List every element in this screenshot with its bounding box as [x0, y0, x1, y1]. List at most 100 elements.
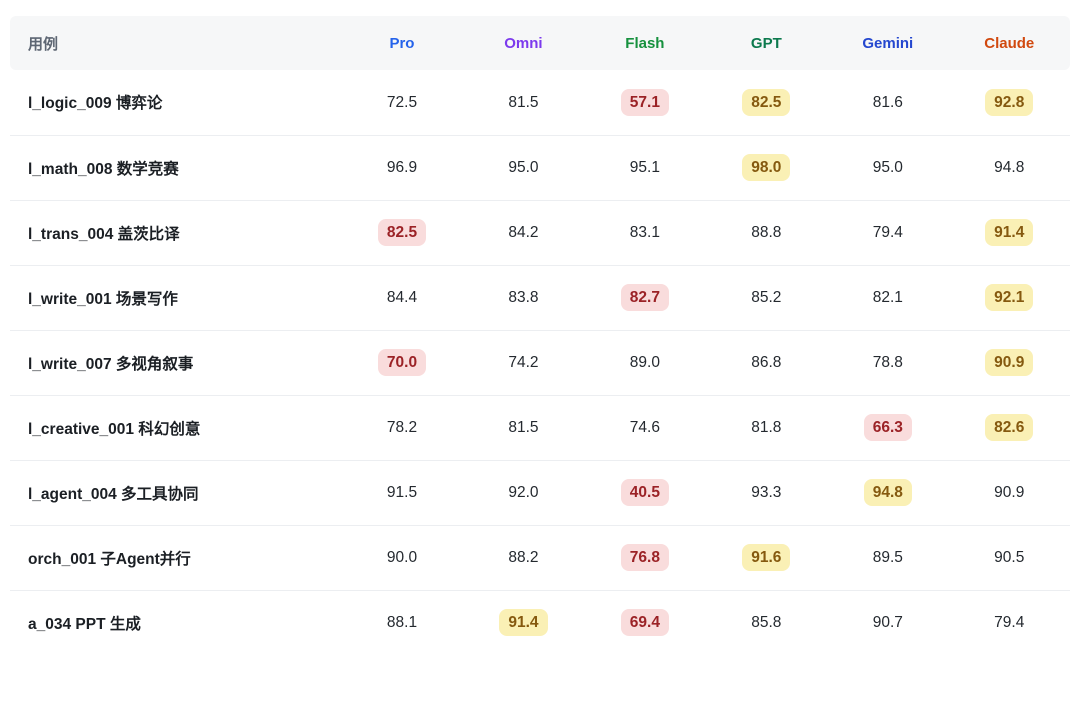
score-cell: 91.4	[463, 590, 584, 655]
score-cell: 95.0	[463, 135, 584, 200]
score-cell: 88.8	[706, 200, 827, 265]
score-cell: 40.5	[584, 460, 705, 525]
score-value: 82.7	[620, 283, 669, 312]
table-row: l_math_008 数学竞赛 96.9 95.0 95.1 98.0 95.0 94.8	[10, 135, 1070, 200]
score-cell: 79.4	[827, 200, 948, 265]
score-value: 66.3	[863, 413, 912, 442]
score-cell: 85.2	[706, 265, 827, 330]
score-value: 91.4	[499, 609, 548, 637]
score-value: 81.5	[508, 418, 539, 436]
score-value: 92.8	[985, 88, 1034, 116]
score-value: 82.1	[872, 288, 903, 306]
score-cell: 82.5	[341, 200, 462, 265]
score-cell: 90.9	[949, 460, 1070, 525]
case-label: l_write_001 场景写作	[28, 290, 178, 308]
score-value: 95.1	[629, 158, 660, 176]
score-cell: 84.4	[341, 265, 462, 330]
case-label: l_write_007 多视角叙事	[28, 355, 194, 373]
score-cell: 95.1	[584, 135, 705, 200]
score-value: 90.9	[994, 483, 1025, 501]
table-row: l_write_007 多视角叙事 70.0 74.2 89.0 86.8 78.8 90.…	[10, 330, 1070, 395]
score-value: 91.4	[985, 218, 1034, 247]
score-cell: 81.6	[827, 70, 948, 135]
score-cell: 82.6	[949, 395, 1070, 460]
score-value: 84.4	[386, 288, 418, 306]
score-cell: 82.7	[584, 265, 705, 330]
score-cell: 57.1	[584, 70, 705, 135]
score-value: 90.5	[994, 548, 1025, 566]
score-value: 76.8	[620, 543, 669, 572]
score-cell: 76.8	[584, 525, 705, 590]
score-cell: 91.4	[949, 200, 1070, 265]
score-value: 81.5	[508, 93, 539, 111]
score-cell: 81.8	[706, 395, 827, 460]
score-value: 89.0	[629, 353, 660, 371]
score-value: 90.0	[386, 548, 418, 566]
score-value: 88.2	[508, 548, 539, 566]
score-value: 92.0	[508, 483, 539, 501]
score-value: 82.5	[377, 218, 427, 247]
col-header-omni: Omni	[504, 34, 543, 52]
score-cell: 98.0	[706, 135, 827, 200]
score-value: 72.5	[386, 93, 418, 111]
page: 用例 Pro Omni Flash GPT Gemini Claude l_lo…	[10, 34, 1070, 655]
score-value: 90.7	[872, 614, 903, 632]
col-header-pro: Pro	[389, 34, 415, 52]
score-value: 83.8	[508, 288, 539, 306]
score-cell: 90.5	[949, 525, 1070, 590]
score-cell: 70.0	[341, 330, 462, 395]
case-label: l_agent_004 多工具协同	[28, 485, 199, 503]
score-value: 57.1	[620, 88, 669, 116]
case-label: a_034 PPT 生成	[28, 615, 141, 633]
score-cell: 89.0	[584, 330, 705, 395]
score-value: 89.5	[872, 548, 903, 566]
score-cell: 82.5	[706, 70, 827, 135]
score-value: 82.6	[985, 413, 1034, 442]
case-label: l_math_008 数学竞赛	[28, 160, 179, 178]
score-cell: 84.2	[463, 200, 584, 265]
case-column-header: 用例	[28, 35, 59, 53]
score-cell: 86.8	[706, 330, 827, 395]
case-label: l_trans_004 盖茨比译	[28, 225, 180, 243]
score-value: 74.6	[629, 418, 660, 436]
score-cell: 91.5	[341, 460, 462, 525]
score-value: 98.0	[742, 153, 791, 182]
table-row: l_agent_004 多工具协同 91.5 92.0 40.5 93.3 94.8 90.…	[10, 460, 1070, 525]
score-cell: 83.8	[463, 265, 584, 330]
score-cell: 95.0	[827, 135, 948, 200]
score-cell: 90.0	[341, 525, 462, 590]
table-row: a_034 PPT 生成 88.1 91.4 69.4 85.8 90.7 79.4	[10, 590, 1070, 655]
score-cell: 79.4	[949, 590, 1070, 655]
score-cell: 74.6	[584, 395, 705, 460]
score-cell: 92.1	[949, 265, 1070, 330]
score-value: 91.6	[742, 543, 791, 572]
score-cell: 74.2	[463, 330, 584, 395]
col-header-gemini: Gemini	[862, 34, 914, 52]
col-header-gpt: GPT	[750, 34, 782, 52]
score-value: 85.8	[751, 614, 782, 632]
score-cell: 92.8	[949, 70, 1070, 135]
score-value: 93.3	[751, 483, 782, 501]
score-value: 92.1	[985, 283, 1034, 312]
score-cell: 90.7	[827, 590, 948, 655]
score-value: 74.2	[508, 353, 539, 371]
score-value: 69.4	[620, 609, 669, 637]
table-row: l_trans_004 盖茨比译 82.5 84.2 83.1 88.8 79.4 91.4	[10, 200, 1070, 265]
score-value: 84.2	[508, 223, 539, 241]
score-cell: 83.1	[584, 200, 705, 265]
score-value: 82.5	[742, 88, 791, 116]
score-value: 86.8	[751, 353, 782, 371]
score-value: 70.0	[377, 348, 427, 377]
table-row: l_creative_001 科幻创意 78.2 81.5 74.6 81.8 66.3 8…	[10, 395, 1070, 460]
score-value: 88.8	[751, 223, 782, 241]
score-value: 81.8	[751, 418, 782, 436]
score-cell: 66.3	[827, 395, 948, 460]
score-cell: 88.1	[341, 590, 462, 655]
col-header-claude: Claude	[984, 34, 1035, 52]
score-value: 96.9	[386, 158, 418, 176]
score-cell: 78.8	[827, 330, 948, 395]
score-cell: 82.1	[827, 265, 948, 330]
score-cell: 91.6	[706, 525, 827, 590]
score-value: 78.8	[872, 353, 903, 371]
score-cell: 72.5	[341, 70, 462, 135]
